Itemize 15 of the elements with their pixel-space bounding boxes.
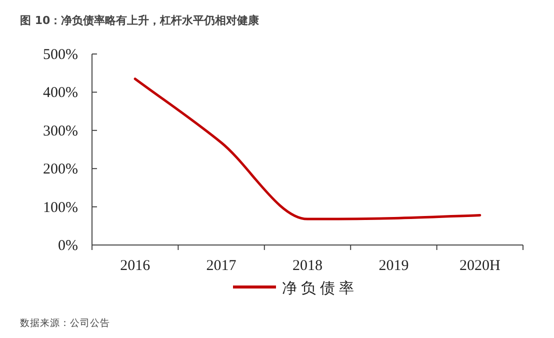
y-tick-label: 0% [58,238,78,254]
x-tick-label: 2018 [292,258,322,274]
source-note: 数据来源：公司公告 [20,317,110,329]
x-tick-label: 2019 [378,258,409,274]
x-tick-label: 2017 [206,258,237,274]
line-series [134,78,482,220]
y-tick-label: 100% [43,200,78,216]
y-tick-label: 400% [43,85,78,102]
chart-title: 图 10：净负债率略有上升，杠杆水平仍相对健康 [20,14,260,27]
y-tick-label: 300% [43,123,78,140]
x-tick-label: 2020H [459,258,500,274]
y-tick-label: 500% [43,47,78,63]
y-tick-label: 200% [43,162,78,178]
x-tick-label: 2016 [120,258,151,274]
legend-label: 净负债率 [282,279,358,297]
